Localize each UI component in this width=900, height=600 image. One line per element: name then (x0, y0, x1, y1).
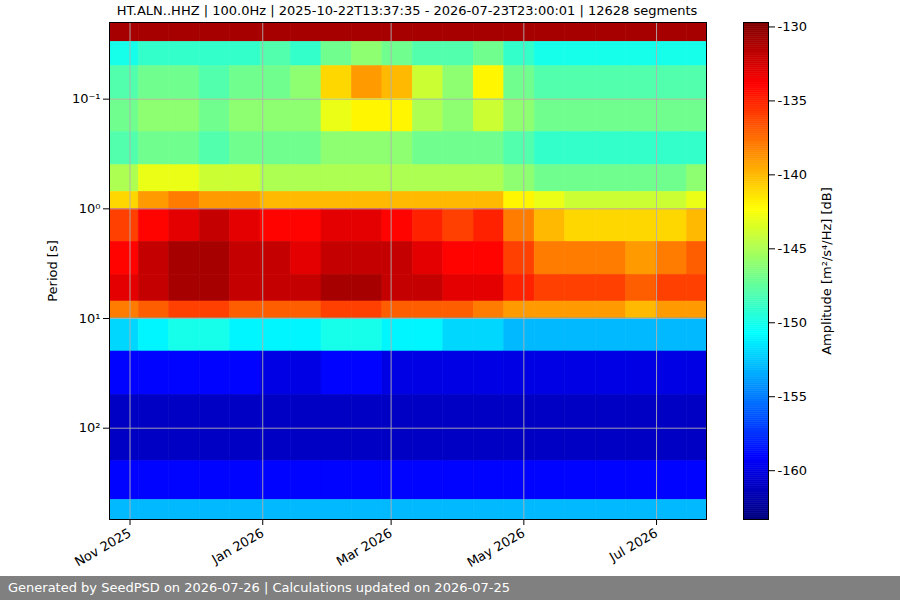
svg-text:-135: -135 (778, 93, 808, 108)
svg-text:Jan 2026: Jan 2026 (208, 525, 266, 567)
svg-text:Amplitude [m²/s⁴/Hz] [dB]: Amplitude [m²/s⁴/Hz] [dB] (819, 187, 834, 355)
svg-text:Nov 2025: Nov 2025 (72, 525, 134, 569)
svg-text:-130: -130 (778, 19, 808, 34)
html-text:HT.ALN..HHZ | 100.0Hz | 2025-1: HT.ALN..HHZ | 100.0Hz | 2025-10-22T13:37… (116, 3, 698, 18)
svg-text:10¹: 10¹ (79, 311, 101, 326)
svg-text:-145: -145 (778, 241, 808, 256)
svg-text:10⁻¹: 10⁻¹ (72, 91, 101, 106)
svg-text:-160: -160 (778, 463, 808, 478)
svg-text:-155: -155 (778, 389, 808, 404)
html-text:Generated by SeedPSD on 2026-0: Generated by SeedPSD on 2026-07-26 | Cal… (8, 580, 510, 595)
svg-text:Period [s]: Period [s] (45, 240, 60, 302)
svg-text:-150: -150 (778, 315, 808, 330)
svg-text:-140: -140 (778, 167, 808, 182)
svg-text:Jul 2026: Jul 2026 (606, 525, 660, 565)
svg-text:Mar 2026: Mar 2026 (334, 525, 395, 569)
svg-text:May 2026: May 2026 (464, 525, 527, 570)
svg-text:10²: 10² (79, 420, 101, 435)
svg-text:10⁰: 10⁰ (79, 201, 101, 216)
